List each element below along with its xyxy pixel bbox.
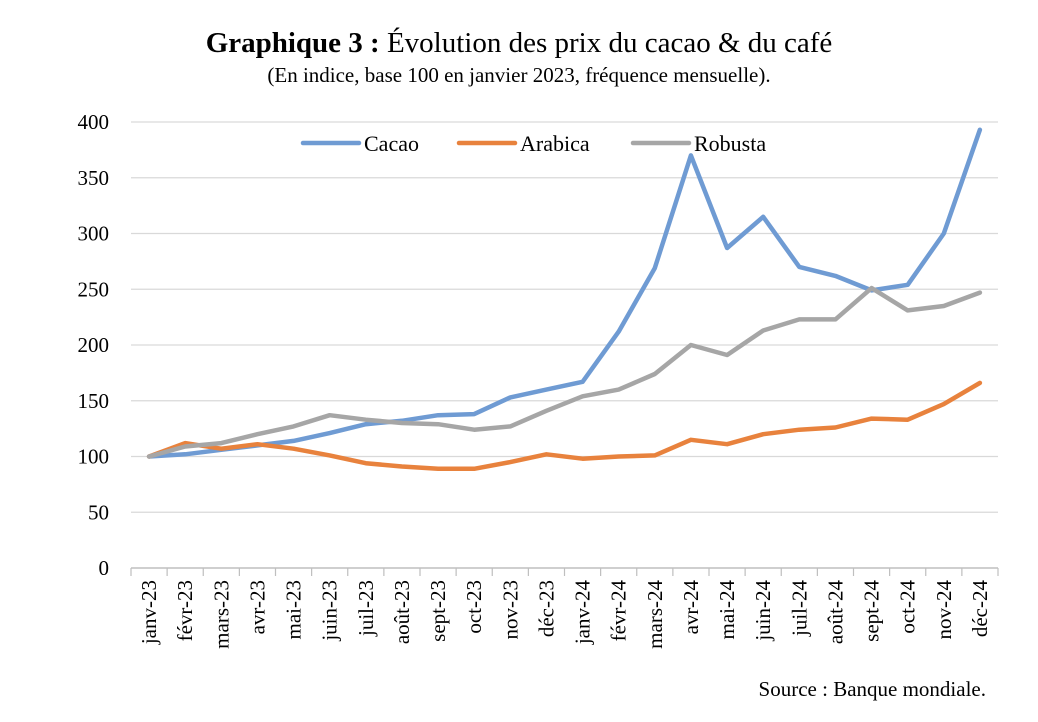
series-line-arabica	[146, 380, 983, 472]
x-tick-label: mai-24	[715, 580, 739, 640]
chart-title-prefix: Graphique 3 :	[205, 27, 380, 59]
x-tick-label: sept-24	[860, 580, 884, 642]
x-tick-label: avr-23	[245, 580, 269, 634]
x-tick-label: nov-24	[932, 580, 956, 640]
x-tick-label: janv-23	[137, 580, 161, 645]
x-tick-label: nov-23	[498, 580, 522, 640]
x-tick-label: janv-24	[571, 580, 595, 646]
x-tick-label: juin-24	[751, 580, 775, 642]
x-tick-label: mai-23	[282, 580, 306, 639]
y-tick-label: 100	[78, 445, 110, 469]
legend-label-cacao: Cacao	[364, 131, 419, 156]
y-tick-label: 150	[78, 389, 110, 413]
x-tick-label: juin-23	[318, 580, 342, 642]
x-tick-label: sept-23	[426, 580, 450, 642]
x-tick-label: juil-23	[354, 580, 378, 637]
axes: 0 50 100 150 200 250 300 350 400 janv-23 févr-23 ma…	[78, 110, 999, 649]
gridlines	[131, 121, 998, 513]
series-lines	[146, 127, 983, 472]
x-tick-label: août-24	[823, 580, 847, 645]
legend: Cacao Arabica Robusta	[300, 131, 766, 156]
chart-subtitle: (En indice, base 100 en janvier 2023, fr…	[267, 63, 771, 87]
y-tick-label: 350	[78, 166, 110, 190]
legend-label-robusta: Robusta	[694, 131, 766, 156]
x-tick-label: févr-23	[173, 580, 197, 641]
x-tick-label: mars-23	[209, 580, 233, 649]
y-tick-label: 250	[78, 277, 110, 301]
series-line-robusta	[146, 285, 983, 459]
series-line-cacao	[146, 127, 983, 459]
x-tick-label: déc-24	[968, 580, 992, 638]
x-tick-label: mars-24	[643, 580, 667, 649]
y-tick-label: 0	[99, 556, 110, 580]
source-note: Source : Banque mondiale.	[758, 677, 986, 701]
x-tick-label: oct-23	[462, 580, 486, 634]
x-tick-label: oct-24	[896, 580, 920, 634]
y-tick-label: 300	[78, 222, 110, 246]
x-tick-label: août-23	[390, 580, 414, 644]
chart-title-text: Évolution des prix du cacao & du café	[386, 27, 833, 59]
x-tick-label: avr-24	[679, 580, 703, 635]
y-tick-label: 50	[88, 500, 109, 524]
y-tick-label: 200	[78, 333, 110, 357]
x-tick-label: déc-23	[534, 580, 558, 637]
y-tick-label: 400	[78, 110, 110, 134]
x-tick-label: juil-24	[787, 580, 811, 637]
chart-title: Graphique 3 : Évolution des prix du caca…	[0, 26, 1038, 60]
x-tick-label: févr-24	[607, 580, 631, 642]
legend-label-arabica: Arabica	[520, 131, 590, 156]
